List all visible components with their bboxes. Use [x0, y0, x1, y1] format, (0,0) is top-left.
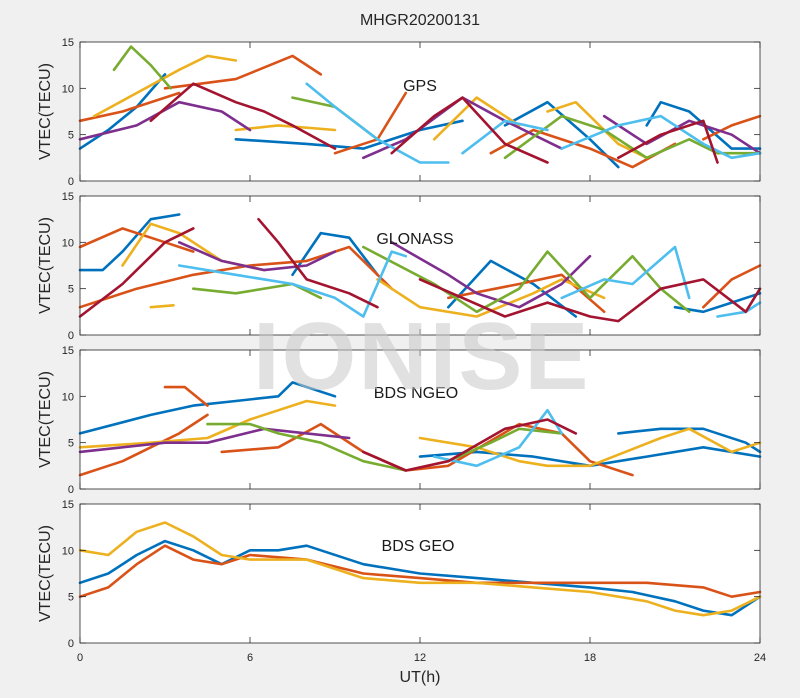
- series-line-1: [78, 73, 167, 150]
- y-axis-label: VTEC(TECU): [37, 371, 54, 468]
- series-line-1: [78, 213, 181, 272]
- series-line-11: [376, 278, 606, 318]
- y-tick-label: 10: [62, 83, 74, 95]
- series-line-24: [390, 96, 549, 164]
- series-line-14: [78, 100, 252, 141]
- series-line-2: [291, 231, 379, 277]
- y-tick-label: 10: [62, 391, 74, 403]
- panel-title: GPS: [403, 78, 437, 95]
- panel-title: BDS NGEO: [374, 385, 458, 402]
- plot-area: [80, 196, 760, 335]
- series-line-10: [149, 303, 175, 309]
- y-tick-label: 0: [68, 176, 74, 188]
- plot-area: [80, 42, 760, 181]
- y-tick-label: 15: [62, 37, 74, 49]
- panel-title: BDS GEO: [382, 538, 455, 555]
- series-line-17: [112, 45, 172, 90]
- series-line-9: [78, 427, 351, 454]
- series-line-19: [503, 114, 762, 160]
- subplots: 0 5 10 15 VTEC(TECU) GPS 0 5 10 15 VTEC(TECU) GLONA…: [37, 37, 766, 686]
- series-line-8: [489, 128, 677, 169]
- y-tick-label: 15: [62, 191, 74, 203]
- series-line-14: [192, 282, 323, 300]
- subplot-4: 0 5 10 15 0 6 12 18 24 VTEC(TECU) BDS GEO UT(h): [37, 499, 766, 686]
- series-line-12: [432, 96, 521, 141]
- series-line-11: [446, 427, 564, 463]
- series-line-7: [78, 399, 337, 449]
- y-tick-label: 5: [68, 592, 74, 604]
- y-tick-label: 10: [62, 237, 74, 249]
- x-tick-label: 12: [414, 652, 426, 664]
- series-line-22: [560, 114, 762, 160]
- y-tick-label: 5: [68, 438, 74, 450]
- series-line-20: [305, 82, 450, 164]
- series-line-12: [432, 408, 564, 468]
- series-line-13: [361, 418, 578, 472]
- series-line-10: [92, 54, 238, 118]
- series-line-21: [461, 119, 549, 155]
- x-tick-label: 0: [77, 652, 83, 664]
- x-tick-label: 24: [754, 652, 766, 664]
- x-axis-label: UT(h): [400, 669, 441, 686]
- series-line-5: [163, 385, 209, 407]
- y-tick-label: 15: [62, 499, 74, 511]
- series-line-3: [503, 100, 620, 169]
- series-line-2: [234, 119, 464, 150]
- series-line-6: [220, 422, 634, 477]
- y-tick-label: 15: [62, 345, 74, 357]
- series-line-2: [78, 544, 762, 599]
- series-line-9: [701, 114, 762, 141]
- series-line-25: [616, 119, 719, 164]
- series-line-7: [446, 273, 606, 314]
- series-line-8: [701, 264, 762, 309]
- series-line-15: [361, 245, 691, 314]
- y-tick-label: 5: [68, 130, 74, 142]
- y-tick-label: 0: [68, 484, 74, 496]
- series-line-3: [78, 521, 762, 617]
- panel-title: GLONASS: [376, 231, 453, 248]
- series-line-3: [446, 259, 578, 318]
- series-line-17: [560, 245, 691, 300]
- y-axis-label: VTEC(TECU): [37, 525, 54, 622]
- x-tick-label: 18: [584, 652, 596, 664]
- series-line-16: [602, 114, 762, 155]
- series-line-19: [78, 227, 195, 318]
- series-line-4: [78, 413, 209, 477]
- y-axis-label: VTEC(TECU): [37, 63, 54, 160]
- series-line-12: [177, 241, 337, 272]
- series-line-21: [418, 278, 762, 323]
- series-line-6: [163, 54, 323, 90]
- series-line-4: [673, 291, 762, 314]
- series-line-16: [177, 250, 408, 318]
- y-tick-label: 5: [68, 284, 74, 296]
- series-line-5: [78, 91, 181, 123]
- y-axis-label: VTEC(TECU): [37, 217, 54, 314]
- series-line-1: [78, 381, 337, 435]
- subplot-3: 0 5 10 15 VTEC(TECU) BDS NGEO: [37, 345, 762, 496]
- series-line-6: [78, 245, 394, 309]
- plot-area: [80, 350, 760, 489]
- y-tick-label: 10: [62, 545, 74, 557]
- series-line-4: [645, 100, 762, 150]
- series-line-20: [257, 217, 379, 309]
- series-line-23: [149, 82, 337, 150]
- y-tick-label: 0: [68, 638, 74, 650]
- series-line-1: [78, 539, 762, 617]
- subplot-2: 0 5 10 15 VTEC(TECU) GLONASS: [37, 191, 762, 342]
- y-tick-label: 0: [68, 330, 74, 342]
- x-tick-label: 6: [247, 652, 253, 664]
- figure-title: MHGR20200131: [360, 12, 480, 29]
- subplot-1: 0 5 10 15 VTEC(TECU) GPS: [37, 37, 762, 188]
- series-line-8: [418, 427, 762, 468]
- series-line-10: [206, 422, 408, 472]
